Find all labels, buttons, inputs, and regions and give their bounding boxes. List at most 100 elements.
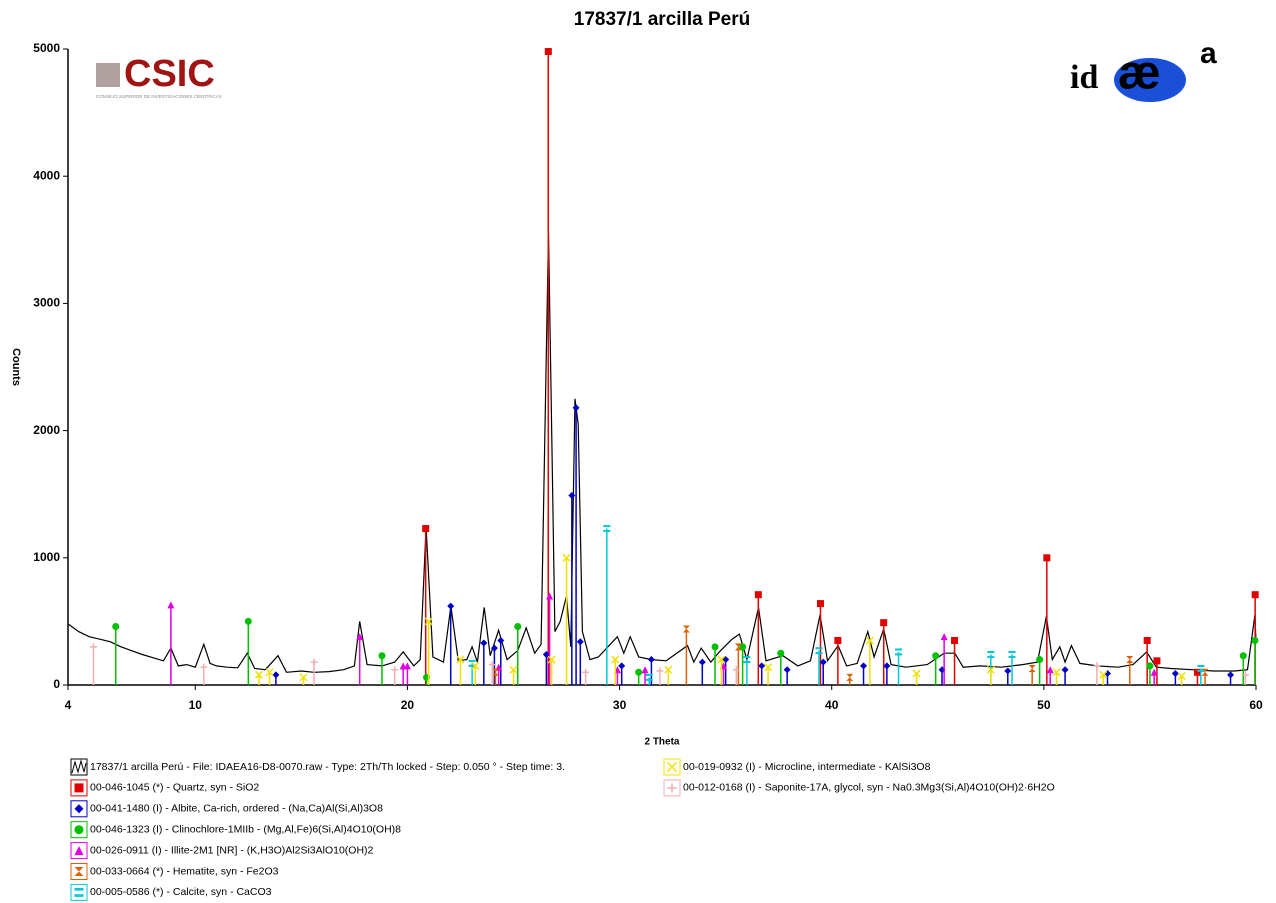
legend-label: 00-041-1480 (I) - Albite, Ca-rich, order…: [90, 803, 383, 815]
marker: [1004, 667, 1012, 675]
marker: [74, 783, 84, 793]
marker-part: [1052, 668, 1061, 677]
marker: [758, 662, 766, 670]
marker-part: [112, 622, 120, 630]
marker-part: [1043, 554, 1051, 562]
marker: [1146, 662, 1154, 670]
marker: [471, 661, 480, 670]
marker-part: [635, 668, 643, 676]
marker-part: [912, 669, 921, 678]
legend-item: 00-019-0932 (I) - Microcline, intermedia…: [663, 758, 931, 776]
marker: [572, 404, 580, 412]
marker-part: [1004, 667, 1012, 675]
marker-part: [1197, 664, 1205, 668]
marker-part: [777, 649, 785, 657]
y-tick-label: 5000: [33, 41, 60, 55]
marker: [603, 525, 611, 533]
y-tick-label: 1000: [33, 550, 60, 564]
marker-part: [424, 617, 433, 626]
marker: [1201, 668, 1209, 676]
legend-label: 00-046-1045 (*) - Quartz, syn - SiO2: [90, 782, 259, 794]
legend-item: 00-041-1480 (I) - Albite, Ca-rich, order…: [70, 800, 383, 818]
marker: [647, 656, 655, 664]
marker-part: [74, 783, 84, 793]
marker-part: [447, 602, 455, 610]
marker: [514, 622, 522, 630]
marker-part: [1146, 662, 1154, 670]
marker-part: [1227, 671, 1235, 679]
marker: [1197, 664, 1205, 672]
marker: [1052, 668, 1061, 677]
marker-part: [546, 592, 554, 600]
marker-part: [509, 665, 518, 674]
marker-part: [1239, 652, 1247, 660]
marker: [391, 666, 399, 674]
marker-part: [468, 664, 476, 667]
marker-part: [682, 625, 690, 633]
marker-part: [74, 894, 84, 897]
marker: [815, 647, 823, 655]
marker-part: [1036, 656, 1044, 664]
marker-part: [932, 652, 940, 660]
marker-part: [1201, 668, 1209, 676]
marker: [1150, 668, 1158, 676]
marker-part: [572, 404, 580, 412]
legend-label: 00-026-0911 (I) - Illite-2M1 [NR] - (K,H…: [90, 844, 374, 856]
marker-part: [491, 668, 499, 676]
marker-part: [711, 643, 719, 651]
marker: [883, 662, 891, 670]
marker: [112, 622, 120, 630]
marker-part: [403, 662, 411, 670]
marker-part: [940, 633, 948, 641]
marker: [74, 846, 84, 856]
legend-swatch: [71, 759, 87, 774]
marker-part: [74, 887, 84, 891]
marker-part: [895, 648, 903, 651]
marker: [732, 666, 740, 674]
marker-part: [645, 673, 653, 676]
x-tick-label: 40: [825, 698, 839, 712]
legend-item: 17837/1 arcilla Perú - File: IDAEA16-D8-…: [70, 758, 565, 776]
marker-part: [1046, 666, 1054, 674]
marker: [986, 665, 995, 674]
x-tick-label: 60: [1249, 698, 1263, 712]
legend-label: 00-005-0586 (*) - Calcite, syn - CaCO3: [90, 886, 272, 898]
x-tick-label: 10: [189, 698, 203, 712]
marker-part: [272, 671, 280, 679]
marker-part: [1197, 669, 1205, 672]
marker: [1251, 636, 1259, 644]
legend-item: 00-005-0586 (*) - Calcite, syn - CaCO3: [70, 883, 272, 901]
marker: [546, 592, 554, 600]
csic-logo: CSIC CONSEJO SUPERIOR DE INVESTIGACIONES…: [96, 53, 222, 99]
marker: [447, 602, 455, 610]
marker-part: [758, 662, 766, 670]
marker-part: [754, 591, 762, 599]
marker: [1099, 670, 1108, 679]
marker: [356, 633, 364, 641]
marker: [74, 887, 84, 897]
marker: [932, 652, 940, 660]
marker-part: [739, 643, 747, 651]
marker-part: [74, 804, 84, 814]
marker: [167, 601, 175, 609]
marker-part: [611, 655, 620, 664]
marker-part: [1171, 670, 1179, 678]
marker-part: [490, 644, 498, 652]
marker-part: [1150, 668, 1158, 676]
legend-label: 00-046-1323 (I) - Clinochlore-1MIIb - (M…: [90, 823, 401, 835]
marker: [664, 665, 673, 674]
x-tick-label: 30: [613, 698, 627, 712]
marker: [1227, 671, 1235, 679]
marker: [698, 658, 706, 666]
y-tick-label: 4000: [33, 168, 60, 182]
marker-part: [265, 668, 274, 677]
y-tick-label: 0: [53, 677, 60, 691]
marker-part: [1126, 656, 1134, 664]
marker-part: [74, 867, 84, 876]
marker-part: [480, 639, 488, 647]
marker-part: [987, 650, 995, 654]
marker-part: [734, 643, 742, 651]
marker: [816, 600, 824, 608]
marker: [1061, 666, 1069, 674]
